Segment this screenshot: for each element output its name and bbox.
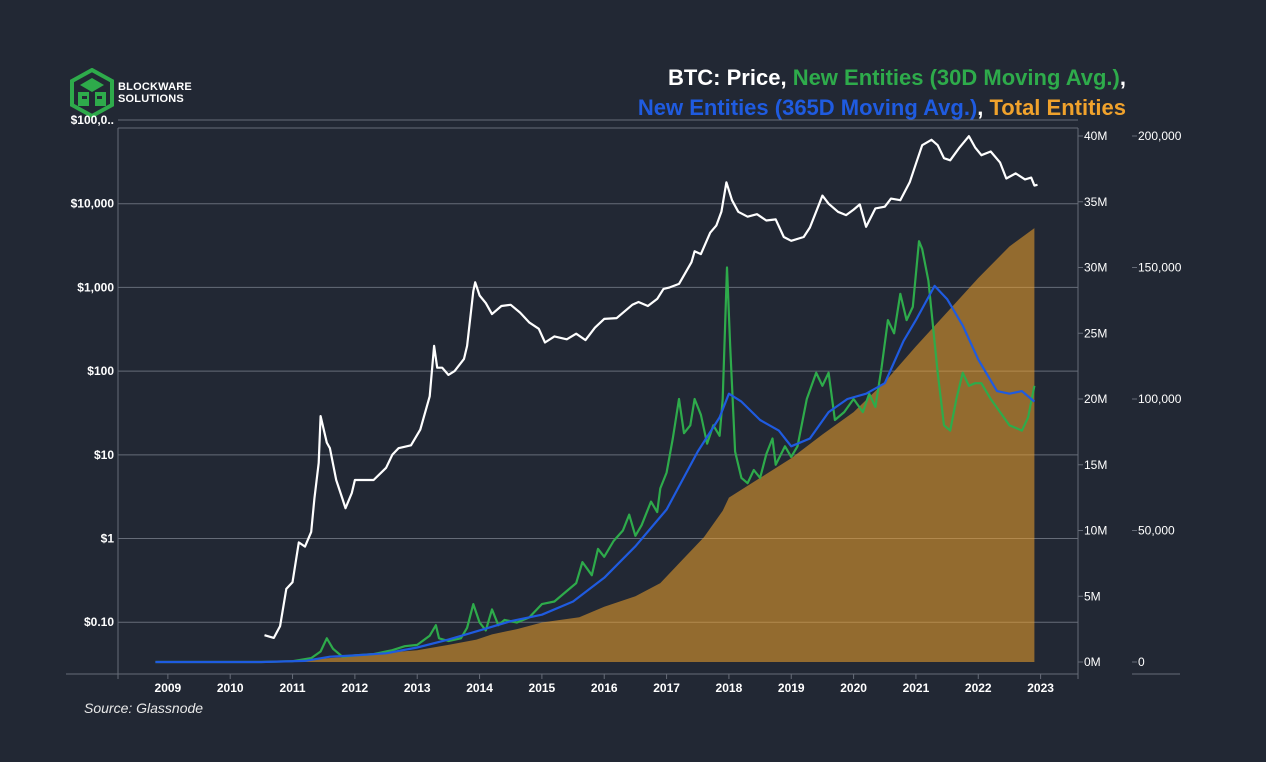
- price-tick-label: $100: [87, 364, 114, 378]
- new-entities-tick-label: 50,000: [1138, 524, 1175, 538]
- x-tick-label: 2017: [653, 681, 680, 695]
- price-tick-label: $10: [94, 448, 114, 462]
- x-tick-label: 2009: [155, 681, 182, 695]
- total-entities-tick-label: 5M: [1084, 589, 1101, 603]
- axes: [66, 127, 1180, 679]
- price-tick-label: $10,000: [71, 197, 115, 211]
- price-tick-label: $0.10: [84, 615, 114, 629]
- price-tick-label: $1: [101, 532, 115, 546]
- x-tick-label: 2010: [217, 681, 244, 695]
- total-entities-tick-label: 0M: [1084, 655, 1101, 669]
- title-sep-2: ,: [1119, 65, 1126, 90]
- x-tick-label: 2013: [404, 681, 431, 695]
- new-entities-tick-label: 200,000: [1138, 129, 1182, 143]
- new-entities-tick-label: 150,000: [1138, 261, 1182, 275]
- total-entities-tick-label: 10M: [1084, 524, 1107, 538]
- new-entities-30d-line: [155, 240, 1036, 664]
- price-tick-label: $1,000: [77, 280, 114, 294]
- x-tick-label: 2020: [840, 681, 867, 695]
- title-total-entities: Total Entities: [989, 95, 1127, 120]
- x-tick-label: 2022: [965, 681, 992, 695]
- line-layer: [155, 135, 1038, 664]
- total-entities-tick-label: 25M: [1084, 326, 1107, 340]
- x-tick-label: 2019: [778, 681, 805, 695]
- x-tick-label: 2018: [716, 681, 743, 695]
- x-tick-label: 2023: [1027, 681, 1054, 695]
- logo-line1: BLOCKWARE: [118, 81, 192, 93]
- new-entities-tick-label: 100,000: [1138, 392, 1182, 406]
- price-line: [264, 135, 1038, 639]
- total-entities-tick-label: 30M: [1084, 261, 1107, 275]
- blockware-cube-icon: [70, 67, 114, 119]
- title-new-entities-365d: New Entities (365D Moving Avg.): [637, 95, 978, 120]
- total-entities-tick-label: 35M: [1084, 195, 1107, 209]
- title-new-entities-30d: New Entities (30D Moving Avg.): [792, 65, 1120, 90]
- source-note: Source: Glassnode: [84, 700, 204, 716]
- new-entities-tick-label: 0: [1138, 655, 1145, 669]
- x-tick-label: 2015: [529, 681, 556, 695]
- blockware-logo: BLOCKWARE SOLUTIONS: [68, 67, 218, 120]
- total-entities-area: [155, 228, 1035, 662]
- title-sep-1: ,: [780, 65, 793, 90]
- x-tick-label: 2012: [342, 681, 369, 695]
- x-tick-label: 2011: [280, 681, 306, 695]
- tick-labels: $0.10 $1 $10 $100 $1,000 $10,000 $100,0.. 2009 2…: [71, 113, 1182, 695]
- logo-line2: SOLUTIONS: [118, 93, 184, 105]
- new-entities-365d-line: [155, 284, 1036, 664]
- x-tick-label: 2021: [903, 681, 930, 695]
- total-entities-tick-label: 20M: [1084, 392, 1107, 406]
- area-layer: [155, 228, 1035, 662]
- x-tick-label: 2016: [591, 681, 618, 695]
- x-tick-label: 2014: [466, 681, 493, 695]
- chart-title: BTC: Price, New Entities (30D Moving Avg…: [638, 63, 1126, 123]
- price-tick-label: $100,0..: [71, 113, 114, 127]
- title-price: BTC: Price: [667, 65, 781, 90]
- title-sep-3: ,: [977, 95, 990, 120]
- total-entities-tick-label: 40M: [1084, 129, 1107, 143]
- total-entities-tick-label: 15M: [1084, 458, 1107, 472]
